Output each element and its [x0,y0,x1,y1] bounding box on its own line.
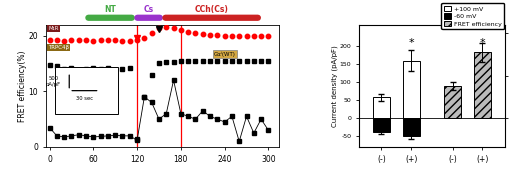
FancyBboxPatch shape [55,67,118,114]
Text: CCh(Cs): CCh(Cs) [194,5,228,14]
Text: *: * [478,38,485,48]
Bar [402,118,419,136]
Text: M₁R: M₁R [48,26,59,31]
Text: *: * [408,38,413,48]
Text: TRPC4β: TRPC4β [48,45,69,50]
Bar [372,97,389,118]
Y-axis label: FRET efficiency(%): FRET efficiency(%) [18,50,27,121]
Text: 30 sec: 30 sec [76,96,93,101]
Bar [473,52,490,118]
Text: 500
pA/pF: 500 pA/pF [46,76,61,87]
Bar [372,118,389,132]
Text: NT: NT [104,5,116,14]
Bar [402,61,419,118]
Legend: +100 mV, -60 mV, FRET efficiency: +100 mV, -60 mV, FRET efficiency [441,3,503,29]
Bar [443,86,460,118]
Text: Cs: Cs [143,5,153,14]
Y-axis label: Current density (pA/pF): Current density (pA/pF) [331,45,337,127]
Text: Gαⁱ(WT): Gαⁱ(WT) [214,51,235,57]
